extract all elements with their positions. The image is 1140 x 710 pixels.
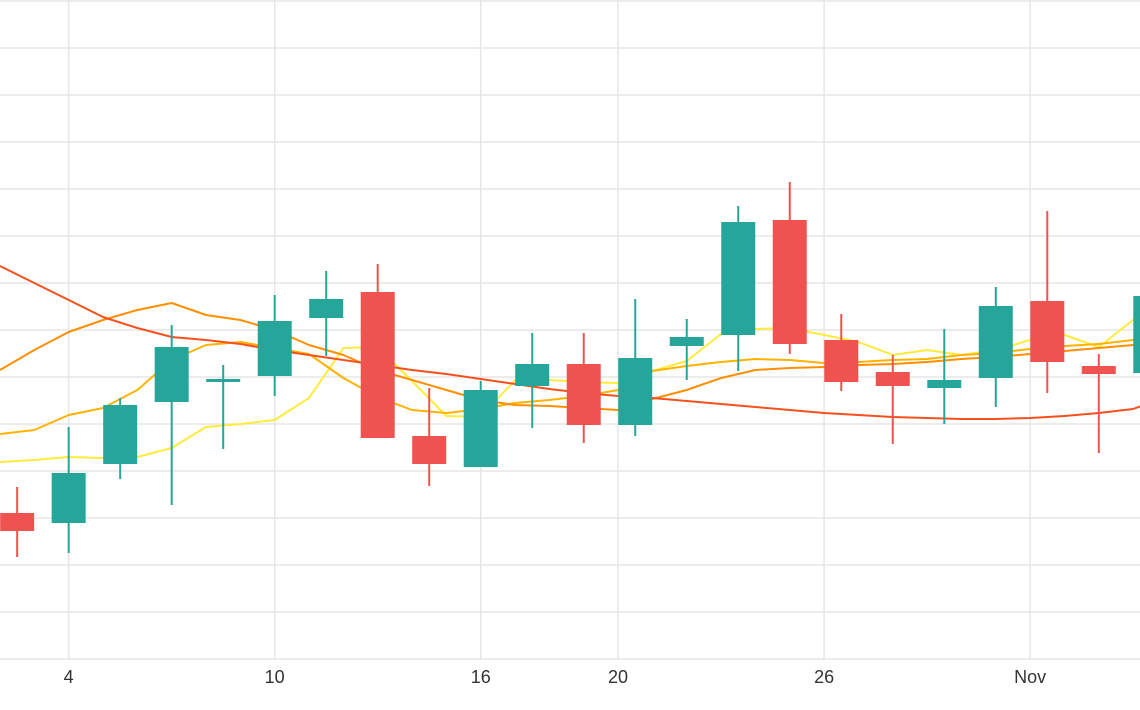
candle-body [1030, 301, 1065, 362]
candle-down [824, 314, 859, 391]
candle-body [412, 436, 447, 464]
candle-up [515, 333, 550, 428]
candle-up [1133, 296, 1140, 373]
candle-up [618, 299, 653, 436]
candle-body [875, 372, 910, 386]
candle-up [206, 365, 241, 449]
candle-body [669, 337, 704, 346]
x-tick-label: 16 [471, 667, 491, 687]
candle-body [309, 299, 344, 318]
candle-body [103, 405, 138, 464]
candle-body [0, 513, 35, 531]
candle-down [360, 264, 395, 438]
candle-up [154, 325, 189, 505]
candle-body [1081, 366, 1116, 374]
candle-body [154, 347, 189, 402]
candle-body [257, 321, 292, 376]
x-tick-label: 20 [608, 667, 628, 687]
candle-up [257, 295, 292, 396]
candle-down [0, 487, 35, 557]
candle-up [463, 381, 498, 467]
candle-body [463, 390, 498, 467]
candle-body [360, 292, 395, 438]
candle-body [927, 380, 962, 388]
candle-up [103, 398, 138, 479]
candle-body [772, 220, 807, 344]
candle-body [721, 222, 756, 335]
x-tick-label: 10 [265, 667, 285, 687]
candle-up [721, 206, 756, 371]
x-axis: 4 10 16 20 26 Nov [64, 667, 1046, 687]
candle-up [309, 271, 344, 356]
candle-down [1081, 354, 1116, 453]
candle-up [927, 329, 962, 424]
candle-body [515, 364, 550, 386]
candle-body [1133, 296, 1140, 373]
candle-body [618, 358, 653, 425]
x-tick-label: 26 [814, 667, 834, 687]
candle-down [875, 355, 910, 444]
candle-down [412, 388, 447, 486]
candle-body [566, 364, 601, 425]
candle-up [669, 319, 704, 380]
candle-down [772, 182, 807, 354]
candle-body [824, 340, 859, 382]
x-tick-label: Nov [1014, 667, 1046, 687]
candle-body [206, 379, 241, 382]
candle-up [51, 427, 86, 553]
candle-body [978, 306, 1013, 378]
candle-up [978, 287, 1013, 407]
candle-down [1030, 211, 1065, 393]
candle-down [566, 333, 601, 443]
candles [0, 182, 1140, 557]
x-tick-label: 4 [64, 667, 74, 687]
candle-body [51, 473, 86, 523]
